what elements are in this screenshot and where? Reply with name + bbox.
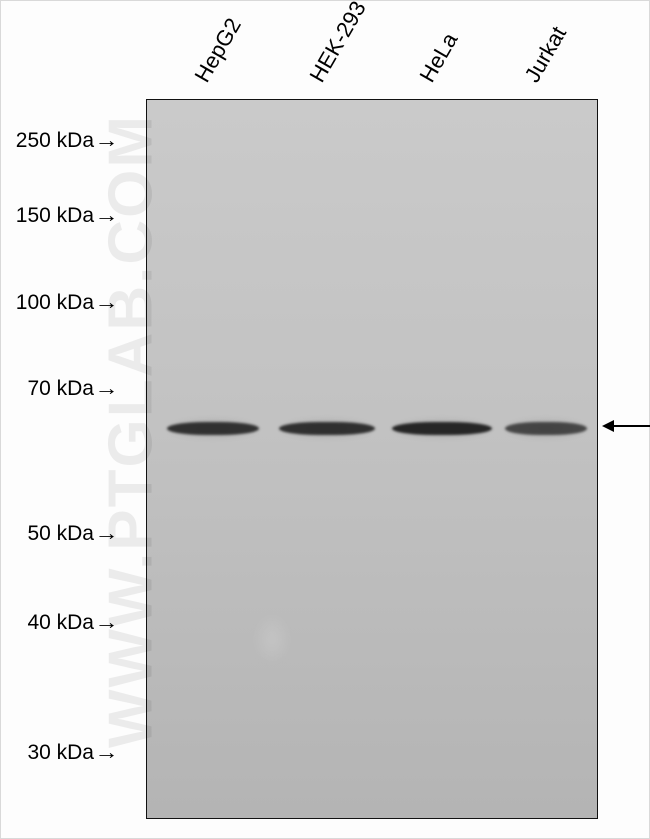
band-lane-1 [279,422,375,435]
marker-arrow-icon: → [94,291,118,315]
marker-arrow-icon: → [94,204,118,228]
marker-label-1: 150 kDa→ [1,204,117,228]
lane-label-3: Jurkat [519,22,571,87]
arrow-shaft [614,425,650,427]
lane-label-1: HEK-293 [304,0,371,87]
marker-text-6: 30 kDa [27,741,94,764]
marker-label-5: 40 kDa→ [1,611,117,635]
marker-text-4: 50 kDa [27,522,94,545]
band-lane-3 [505,422,587,435]
marker-text-5: 40 kDa [27,611,94,634]
lane-label-0: HepG2 [189,14,246,87]
film-smudge-0 [252,612,292,667]
marker-label-3: 70 kDa→ [1,377,117,401]
marker-text-0: 250 kDa [16,129,94,152]
marker-arrow-icon: → [94,522,118,546]
marker-label-0: 250 kDa→ [1,129,117,153]
target-band-arrow [602,420,650,432]
marker-label-2: 100 kDa→ [1,291,117,315]
marker-arrow-icon: → [94,129,118,153]
marker-arrow-icon: → [94,611,118,635]
marker-text-2: 100 kDa [16,291,94,314]
lane-label-2: HeLa [414,28,463,87]
marker-text-3: 70 kDa [27,377,94,400]
band-lane-2 [392,422,492,435]
marker-text-1: 150 kDa [16,204,94,227]
blot-panel [146,99,598,819]
marker-label-4: 50 kDa→ [1,522,117,546]
marker-label-6: 30 kDa→ [1,741,117,765]
marker-arrow-icon: → [94,741,118,765]
figure: HepG2 HEK-293 HeLa Jurkat 250 kDa→ 150 k… [0,0,650,839]
marker-arrow-icon: → [94,377,118,401]
band-lane-0 [167,422,259,435]
arrow-head-icon [602,420,614,432]
